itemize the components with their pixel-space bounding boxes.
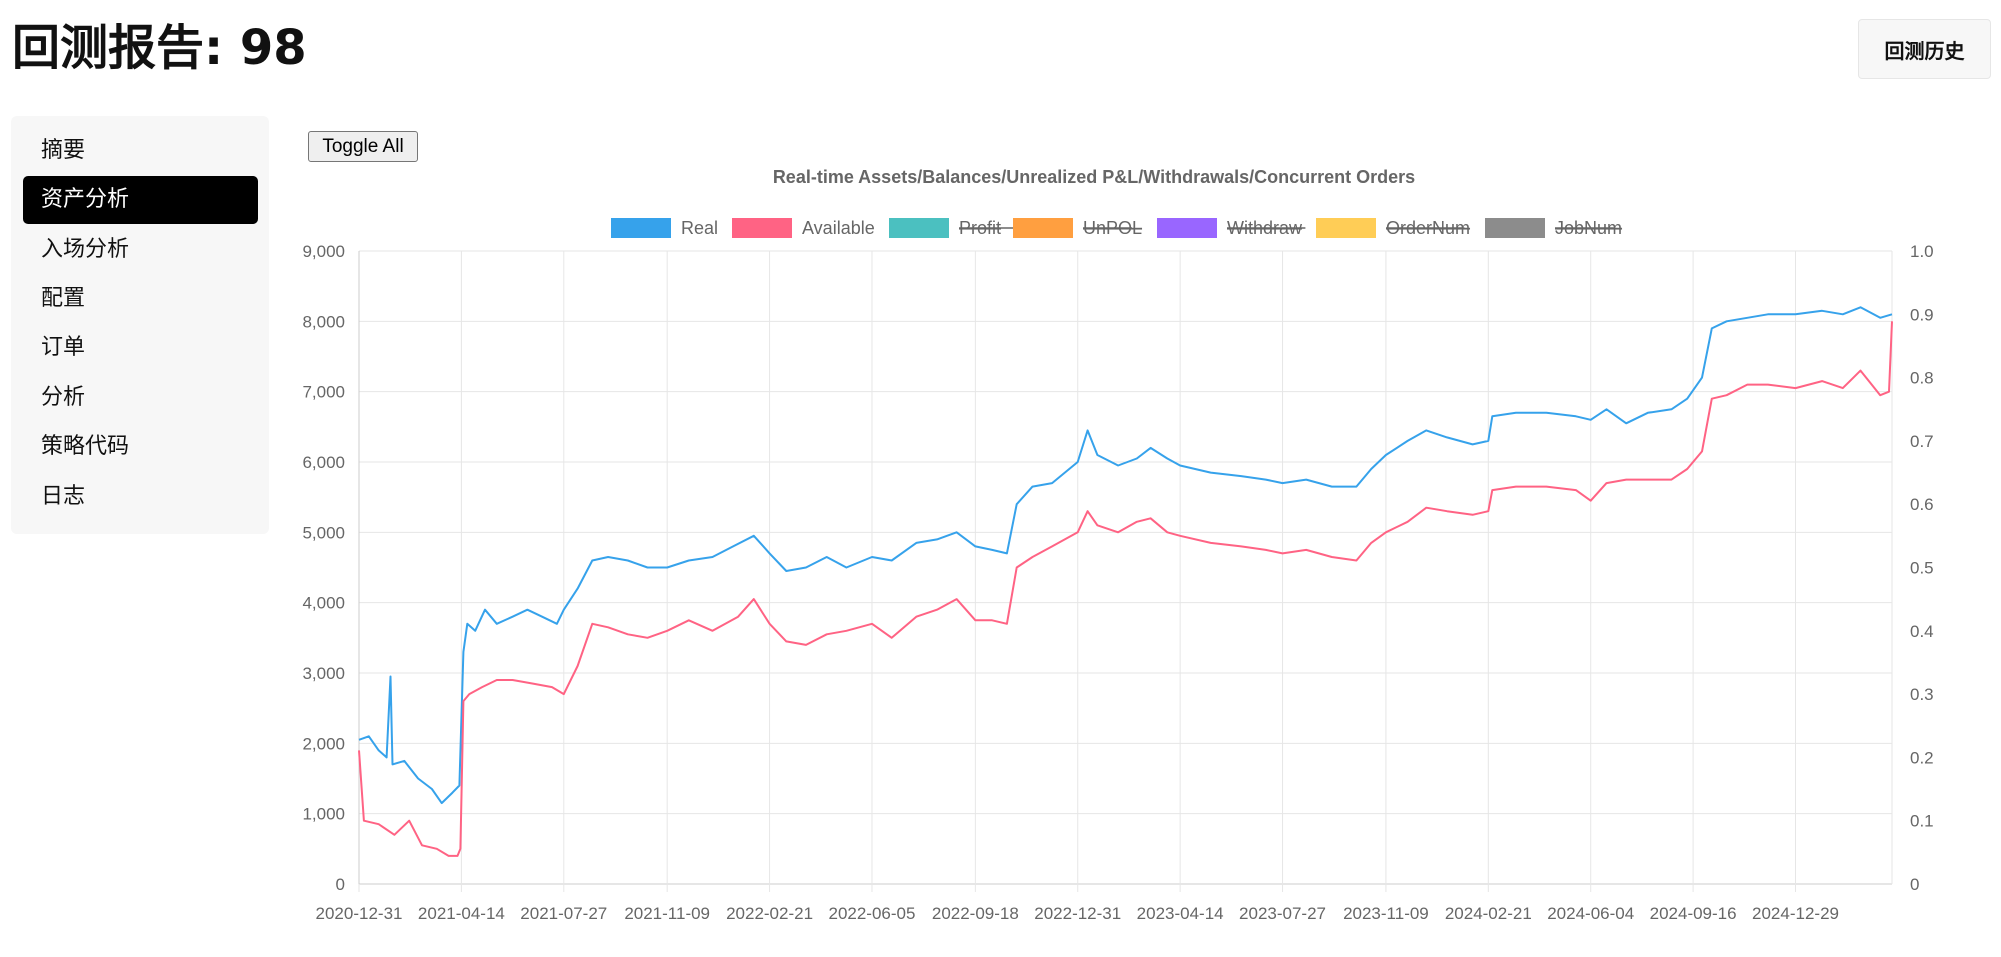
sidebar-item-asset-analysis[interactable]: 资产分析 <box>23 176 258 224</box>
x-tick-label: 2023-04-14 <box>1137 904 1224 923</box>
x-tick-label: 2023-11-09 <box>1343 904 1429 923</box>
y-left-tick-label: 2,000 <box>302 734 345 753</box>
x-tick-label: 2024-02-21 <box>1445 904 1532 923</box>
y-right-tick-label: 0.9 <box>1910 305 1934 324</box>
legend-item-unpol[interactable]: UnPOL <box>1013 218 1142 238</box>
y-left-tick-label: 1,000 <box>302 805 345 824</box>
toggle-all-button[interactable]: Toggle All <box>308 131 418 162</box>
x-tick-label: 2024-09-16 <box>1650 904 1737 923</box>
y-left-tick-label: 8,000 <box>302 312 345 331</box>
legend-item-withdraw[interactable]: Withdraw <box>1157 218 1306 238</box>
sidebar-item-logs[interactable]: 日志 <box>41 484 86 509</box>
y-right-tick-label: 1.0 <box>1910 242 1934 261</box>
x-tick-label: 2021-04-14 <box>418 904 505 923</box>
x-tick-label: 2023-07-27 <box>1239 904 1326 923</box>
x-tick-label: 2022-12-31 <box>1034 904 1121 923</box>
sidebar-item-entry-analysis[interactable]: 入场分析 <box>41 237 130 262</box>
sidebar-item-orders[interactable]: 订单 <box>41 335 86 360</box>
chart-series <box>358 306 1893 857</box>
legend-label: Real <box>681 218 718 238</box>
y-right-tick-label: 0.1 <box>1910 812 1934 831</box>
legend-item-jobnum[interactable]: JobNum <box>1485 218 1622 238</box>
y-right-tick-label: 0 <box>1910 875 1919 894</box>
sidebar: 摘要 资产分析 入场分析 配置 订单 分析 策略代码 日志 <box>11 116 269 534</box>
series-line-real <box>358 306 1893 805</box>
chart-grid <box>358 250 1893 892</box>
legend-swatch <box>889 218 949 238</box>
x-tick-label: 2021-11-09 <box>624 904 710 923</box>
legend-swatch <box>732 218 792 238</box>
chart-legend[interactable]: Real Available Profit UnPOL Withdraw OrderNum… <box>611 218 1622 238</box>
y-right-tick-label: 0.2 <box>1910 748 1934 767</box>
y-right-tick-label: 0.8 <box>1910 369 1934 388</box>
y-right-tick-label: 0.3 <box>1910 685 1934 704</box>
legend-item-real[interactable]: Real <box>611 218 718 238</box>
y-right-tick-label: 0.7 <box>1910 432 1934 451</box>
legend-item-available[interactable]: Available <box>732 218 875 238</box>
y-left-tick-label: 4,000 <box>302 594 345 613</box>
legend-item-ordernum[interactable]: OrderNum <box>1316 218 1470 238</box>
sidebar-item-summary[interactable]: 摘要 <box>41 138 86 163</box>
x-tick-label: 2024-12-29 <box>1752 904 1839 923</box>
y-right-tick-label: 0.4 <box>1910 622 1934 641</box>
sidebar-item-strategy-code[interactable]: 策略代码 <box>41 434 130 459</box>
sidebar-item-config[interactable]: 配置 <box>41 286 86 311</box>
legend-swatch <box>1013 218 1073 238</box>
y-right-tick-label: 0.6 <box>1910 495 1934 514</box>
chart-title: Real-time Assets/Balances/Unrealized P&L… <box>773 167 1415 187</box>
y-left-tick-label: 5,000 <box>302 523 345 542</box>
x-tick-label: 2024-06-04 <box>1547 904 1634 923</box>
series-line-available <box>358 321 1893 857</box>
legend-label: Available <box>802 218 875 238</box>
x-tick-label: 2022-02-21 <box>726 904 813 923</box>
chart-axes: 0 1,000 2,000 3,000 4,000 5,000 6,000 7,000 8,00… <box>302 242 1933 923</box>
page-title: 回测报告: 98 <box>12 20 307 76</box>
y-left-tick-label: 6,000 <box>302 453 345 472</box>
backtest-history-button[interactable]: 回测历史 <box>1858 19 1991 79</box>
legend-item-profit[interactable]: Profit <box>889 218 1018 238</box>
legend-swatch <box>1157 218 1217 238</box>
x-tick-label: 2020-12-31 <box>316 904 403 923</box>
y-left-tick-label: 3,000 <box>302 664 345 683</box>
sidebar-item-analysis[interactable]: 分析 <box>41 385 86 410</box>
y-right-tick-label: 0.5 <box>1910 559 1934 578</box>
y-left-tick-label: 9,000 <box>302 242 345 261</box>
x-tick-label: 2022-06-05 <box>828 904 915 923</box>
legend-swatch <box>611 218 671 238</box>
x-tick-label: 2021-07-27 <box>520 904 607 923</box>
x-tick-label: 2022-09-18 <box>932 904 1019 923</box>
y-left-tick-label: 7,000 <box>302 383 345 402</box>
y-left-tick-label: 0 <box>336 875 345 894</box>
legend-swatch <box>1485 218 1545 238</box>
legend-swatch <box>1316 218 1376 238</box>
